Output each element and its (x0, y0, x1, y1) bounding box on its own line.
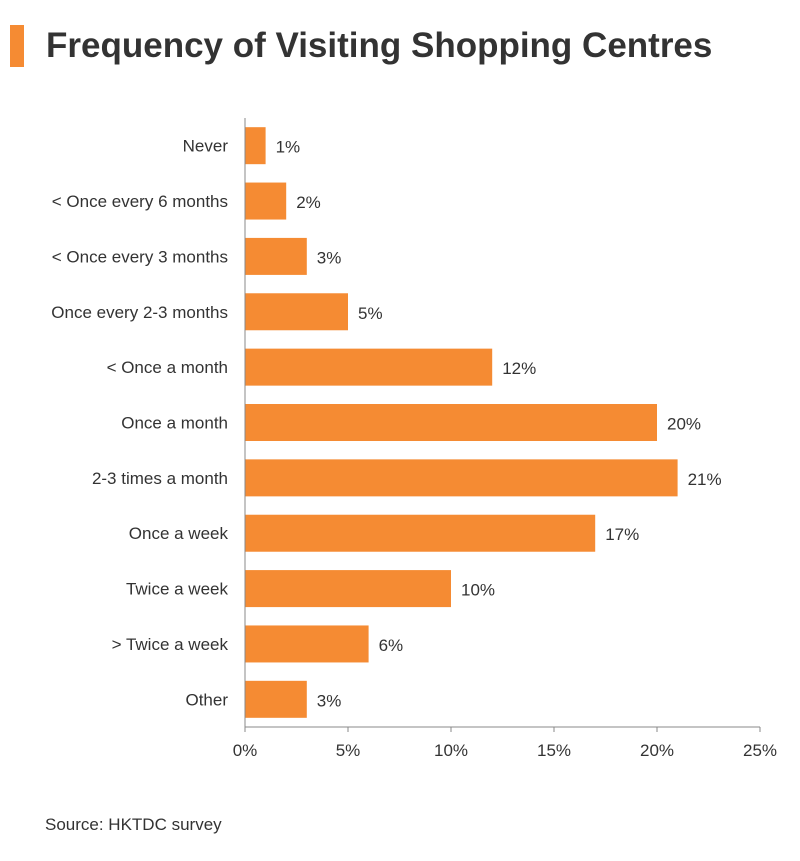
x-tick-label: 20% (640, 741, 674, 760)
category-label: > Twice a week (112, 635, 229, 654)
category-label: < Once every 6 months (52, 192, 228, 211)
x-tick-label: 15% (537, 741, 571, 760)
x-ticks-group: 0% 5% 10% 15% 20% 25% (233, 727, 777, 760)
category-label: < Once every 3 months (52, 247, 228, 266)
category-label: 2-3 times a month (92, 469, 228, 488)
x-tick-label: 25% (743, 741, 777, 760)
value-label: 20% (667, 415, 701, 434)
value-label: 10% (461, 581, 495, 600)
x-tick-label: 0% (233, 741, 258, 760)
value-label: 6% (379, 636, 404, 655)
title-accent-bar (10, 25, 24, 67)
chart-title: Frequency of Visiting Shopping Centres (46, 26, 713, 65)
value-label: 3% (317, 248, 342, 267)
value-label: 2% (296, 193, 321, 212)
source-note: Source: HKTDC survey (45, 815, 222, 834)
category-label: Once every 2-3 months (51, 303, 228, 322)
bar (245, 680, 307, 718)
bar (245, 625, 369, 663)
bar (245, 127, 266, 165)
bar (245, 514, 596, 552)
bars-group (245, 127, 678, 718)
bar (245, 404, 657, 441)
category-label: Once a month (121, 414, 228, 433)
value-label: 17% (605, 525, 639, 544)
title-block: Frequency of Visiting Shopping Centres (10, 22, 712, 70)
bar (245, 237, 307, 275)
bar (245, 293, 348, 331)
value-label: 5% (358, 304, 383, 323)
bar (245, 570, 451, 608)
category-label: Never (183, 137, 229, 156)
category-labels-group: Never < Once every 6 months < Once every 3… (51, 137, 228, 710)
value-label: 12% (502, 359, 536, 378)
value-labels-group: 1% 2% 3% 5% 12% 20% 21% 17% 10% 6% 3% (276, 138, 722, 711)
value-label: 3% (317, 691, 342, 710)
bar (245, 182, 287, 220)
bar (245, 459, 678, 497)
value-label: 1% (276, 138, 301, 157)
category-label: Twice a week (126, 580, 229, 599)
category-label: Other (185, 690, 228, 709)
category-label: Once a week (129, 524, 229, 543)
x-tick-label: 10% (434, 741, 468, 760)
x-tick-label: 5% (336, 741, 361, 760)
category-label: < Once a month (107, 358, 228, 377)
value-label: 21% (688, 470, 722, 489)
bar (245, 348, 493, 386)
